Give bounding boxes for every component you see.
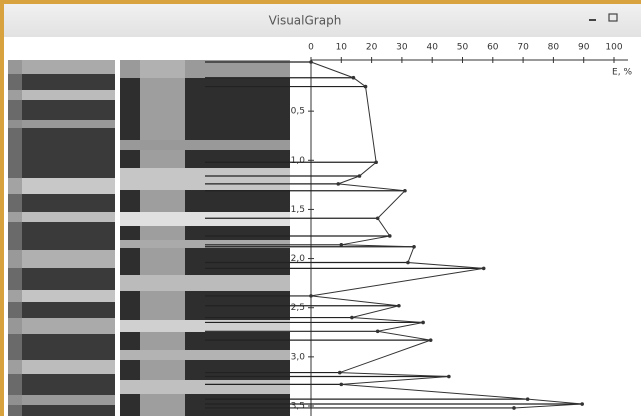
data-point: [340, 383, 344, 387]
y-tick-label: 0,5: [291, 107, 305, 117]
data-point: [482, 267, 486, 271]
data-point: [358, 174, 362, 178]
data-point: [397, 304, 401, 308]
x-tick-label: 70: [517, 43, 529, 53]
x-tick-label: 10: [336, 43, 348, 53]
y-tick-label: 2,5: [291, 303, 305, 313]
data-point: [580, 402, 584, 406]
minimize-button[interactable]: [589, 19, 596, 21]
x-tick-label: 90: [578, 43, 590, 53]
data-point: [352, 76, 356, 80]
core-image-1: [8, 60, 115, 416]
data-point: [412, 245, 416, 249]
data-point: [309, 60, 313, 64]
x-tick-label: 20: [366, 43, 378, 53]
data-point: [309, 294, 313, 298]
data-point: [512, 406, 516, 410]
x-tick-label: 0: [308, 43, 314, 53]
window: VisualGraph E, % 0 10 20 30 40 50 60 70 80 90 100 0,…: [0, 0, 641, 416]
data-point: [338, 371, 342, 375]
window-title: VisualGraph: [269, 14, 342, 28]
page: VisualGraph E, % 0 10 20 30 40 50 60 70 80 90 100 0,…: [0, 0, 641, 416]
x-tick-label: 100: [605, 43, 622, 53]
data-point: [336, 182, 340, 186]
data-point: [406, 261, 410, 265]
data-point: [376, 216, 380, 220]
window-border: [0, 0, 4, 416]
y-tick-label: 1,0: [291, 156, 306, 166]
data-point: [429, 338, 433, 342]
x-tick-label: 60: [487, 43, 499, 53]
data-point: [388, 234, 392, 238]
y-tick-label: 3,5: [291, 401, 305, 411]
x-tick-label: 80: [548, 43, 560, 53]
data-point: [350, 316, 354, 320]
data-point: [447, 375, 451, 379]
x-tick-label: 40: [426, 43, 438, 53]
x-tick-label: 50: [457, 43, 469, 53]
x-axis-label: E, %: [612, 68, 632, 78]
y-tick-label: 3,0: [291, 352, 306, 362]
data-point: [374, 160, 378, 164]
data-point: [376, 329, 380, 333]
data-point: [421, 321, 425, 325]
x-tick-label: 30: [396, 43, 408, 53]
data-point: [340, 243, 344, 247]
data-point: [526, 397, 530, 401]
data-point: [403, 189, 407, 193]
core-image-2: [120, 60, 290, 416]
data-point: [364, 85, 368, 89]
window-border: [0, 0, 641, 4]
y-tick-label: 1,5: [291, 205, 305, 215]
